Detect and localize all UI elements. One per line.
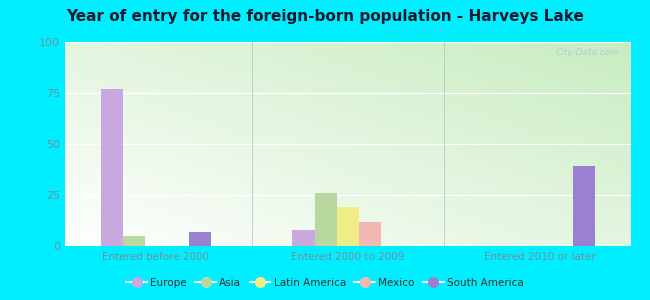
Bar — [101, 89, 123, 246]
Bar — [573, 167, 595, 246]
Bar — [337, 207, 359, 246]
Bar — [359, 221, 381, 246]
Bar — [123, 236, 145, 246]
Text: City-Data.com: City-Data.com — [555, 48, 619, 57]
Bar — [315, 193, 337, 246]
Bar — [189, 232, 211, 246]
Text: Year of entry for the foreign-born population - Harveys Lake: Year of entry for the foreign-born popul… — [66, 9, 584, 24]
Legend: Europe, Asia, Latin America, Mexico, South America: Europe, Asia, Latin America, Mexico, Sou… — [122, 274, 528, 292]
Bar — [292, 230, 315, 246]
